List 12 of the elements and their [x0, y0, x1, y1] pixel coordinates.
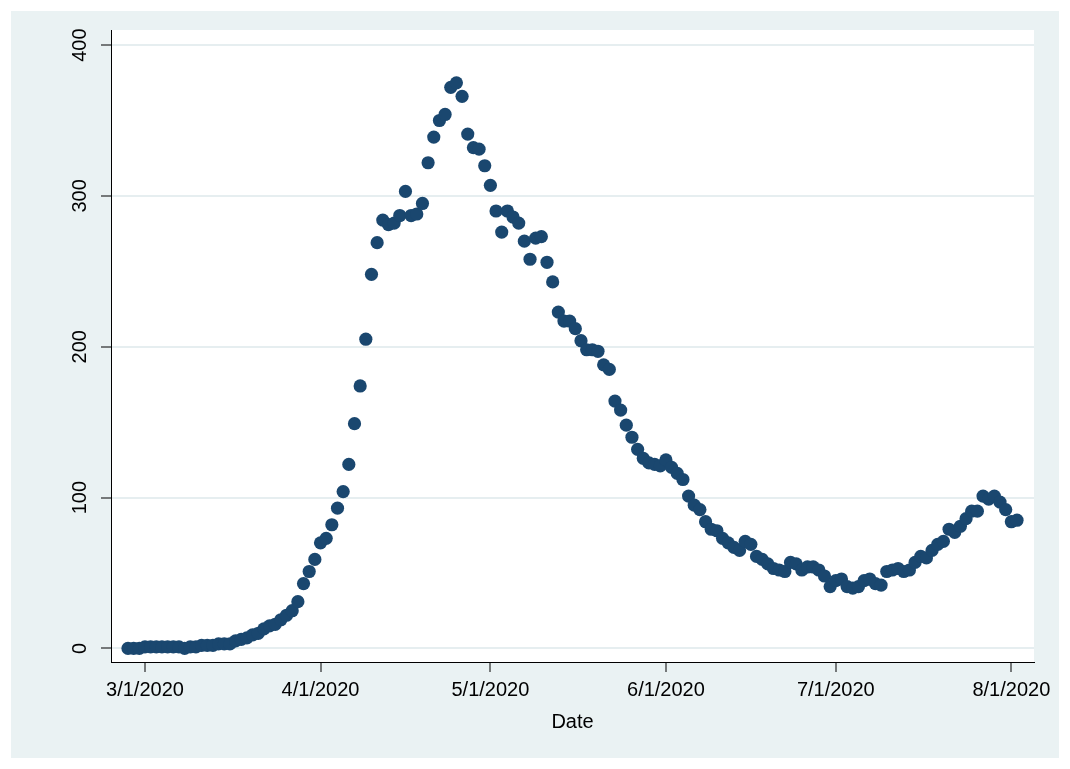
x-tick-label: 7/1/2020	[796, 677, 875, 700]
y-tick-label: 100	[67, 480, 90, 515]
x-axis-title: Date	[551, 709, 594, 732]
x-tick-label: 4/1/2020	[281, 677, 360, 700]
x-tick-label: 8/1/2020	[972, 677, 1051, 700]
y-tick-label: 0	[67, 642, 90, 654]
y-tick-label: 300	[67, 179, 90, 213]
x-tick-label: 6/1/2020	[627, 677, 705, 700]
x-tick-label: 5/1/2020	[451, 677, 530, 700]
x-tick-label: 3/1/2020	[106, 677, 184, 700]
y-tick-label: 200	[67, 330, 90, 364]
y-tick-label: 400	[67, 28, 90, 62]
